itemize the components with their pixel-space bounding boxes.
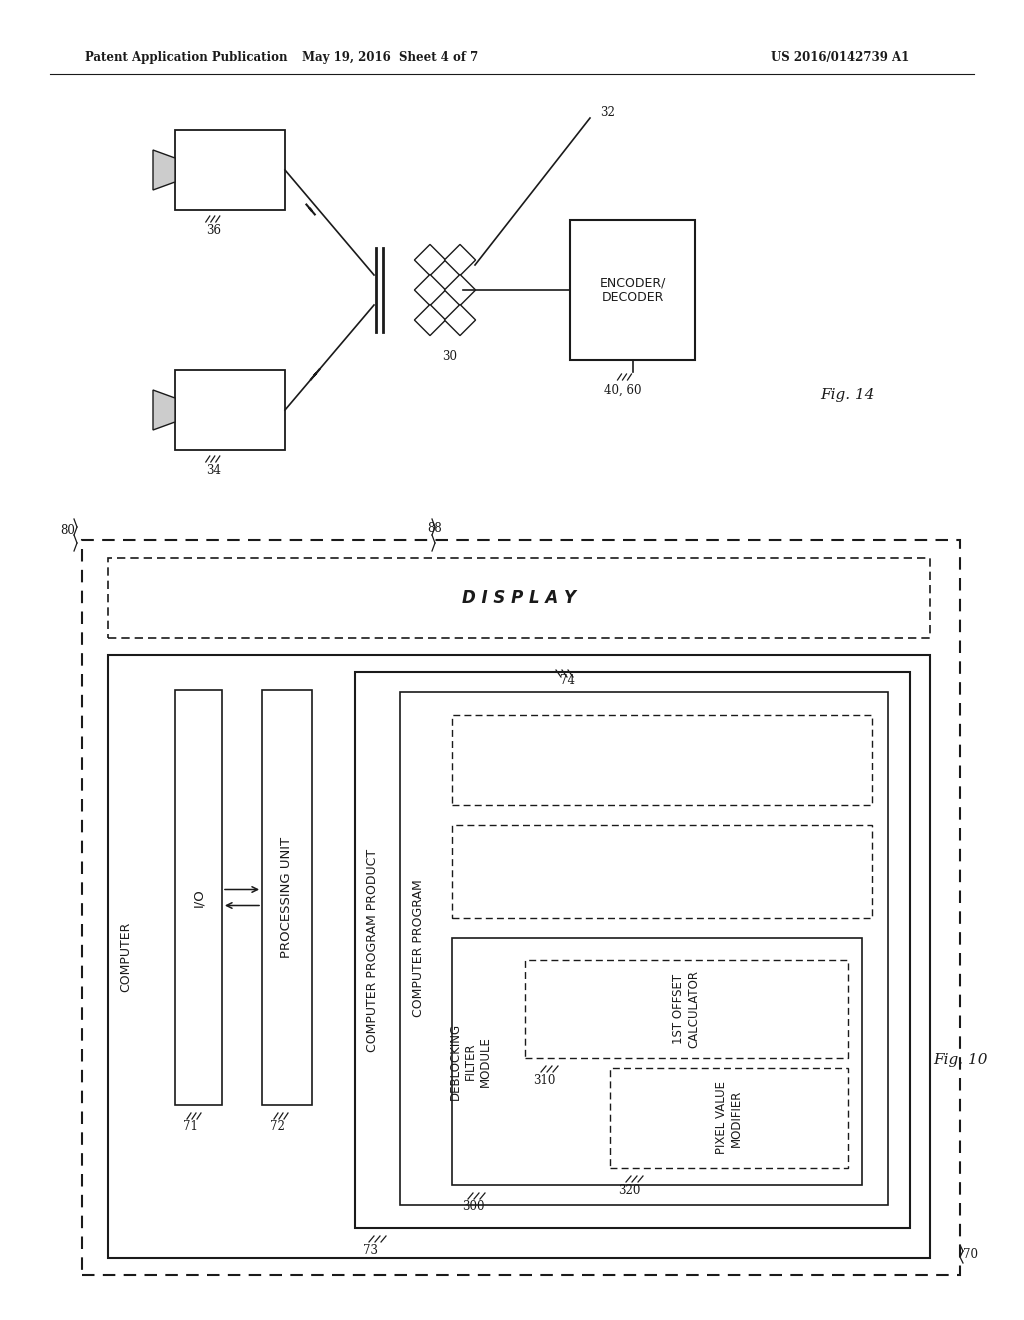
Bar <box>175 370 285 450</box>
Text: ENCODER/
DECODER: ENCODER/ DECODER <box>599 276 666 304</box>
Text: PIXEL VALUE
MODIFIER: PIXEL VALUE MODIFIER <box>715 1081 743 1155</box>
Text: PROCESSING UNIT: PROCESSING UNIT <box>281 837 294 958</box>
Bar <box>262 690 312 1105</box>
Polygon shape <box>415 275 445 306</box>
Bar <box>452 825 872 917</box>
Text: COMPUTER: COMPUTER <box>120 921 132 991</box>
Text: 32: 32 <box>600 106 614 119</box>
Bar <box>400 692 888 1205</box>
Text: Fig. 10: Fig. 10 <box>933 1053 987 1067</box>
Text: I/O: I/O <box>193 888 205 907</box>
Text: 40, 60: 40, 60 <box>604 384 641 396</box>
Polygon shape <box>153 389 175 430</box>
Bar <box>525 960 848 1059</box>
Text: DEBLOCKING
FILTER
MODULE: DEBLOCKING FILTER MODULE <box>449 1023 492 1100</box>
Text: 74: 74 <box>560 673 575 686</box>
Text: 30: 30 <box>442 350 458 363</box>
Polygon shape <box>415 244 445 276</box>
Bar <box>108 558 930 638</box>
Text: May 19, 2016  Sheet 4 of 7: May 19, 2016 Sheet 4 of 7 <box>302 51 478 65</box>
Text: 73: 73 <box>362 1243 378 1257</box>
Text: 70: 70 <box>963 1249 978 1262</box>
Bar <box>452 939 862 1185</box>
Bar <box>175 129 285 210</box>
Text: Fig. 14: Fig. 14 <box>820 388 874 403</box>
Bar <box>452 715 872 805</box>
Bar <box>610 1068 848 1168</box>
Text: 1ST OFFSET
CALCULATOR: 1ST OFFSET CALCULATOR <box>673 970 700 1048</box>
Text: 71: 71 <box>183 1121 198 1134</box>
Bar <box>175 690 222 1105</box>
Text: 88: 88 <box>428 521 442 535</box>
Polygon shape <box>415 305 445 335</box>
Polygon shape <box>153 150 175 190</box>
Polygon shape <box>444 244 475 276</box>
Bar <box>82 540 961 1275</box>
Polygon shape <box>444 305 475 335</box>
Text: 300: 300 <box>462 1200 484 1213</box>
Text: 310: 310 <box>534 1073 555 1086</box>
Text: 320: 320 <box>618 1184 640 1196</box>
Bar <box>355 672 910 1228</box>
Text: 34: 34 <box>206 463 221 477</box>
Text: COMPUTER PROGRAM PRODUCT: COMPUTER PROGRAM PRODUCT <box>367 849 380 1052</box>
Text: COMPUTER PROGRAM: COMPUTER PROGRAM <box>412 879 425 1018</box>
Bar <box>570 220 695 360</box>
Text: 80: 80 <box>60 524 76 536</box>
Text: 36: 36 <box>206 223 221 236</box>
Text: 72: 72 <box>270 1121 285 1134</box>
Text: D I S P L A Y: D I S P L A Y <box>462 589 575 607</box>
Bar <box>108 655 930 1258</box>
Text: US 2016/0142739 A1: US 2016/0142739 A1 <box>771 51 909 65</box>
Polygon shape <box>444 275 475 306</box>
Text: Patent Application Publication: Patent Application Publication <box>85 51 288 65</box>
